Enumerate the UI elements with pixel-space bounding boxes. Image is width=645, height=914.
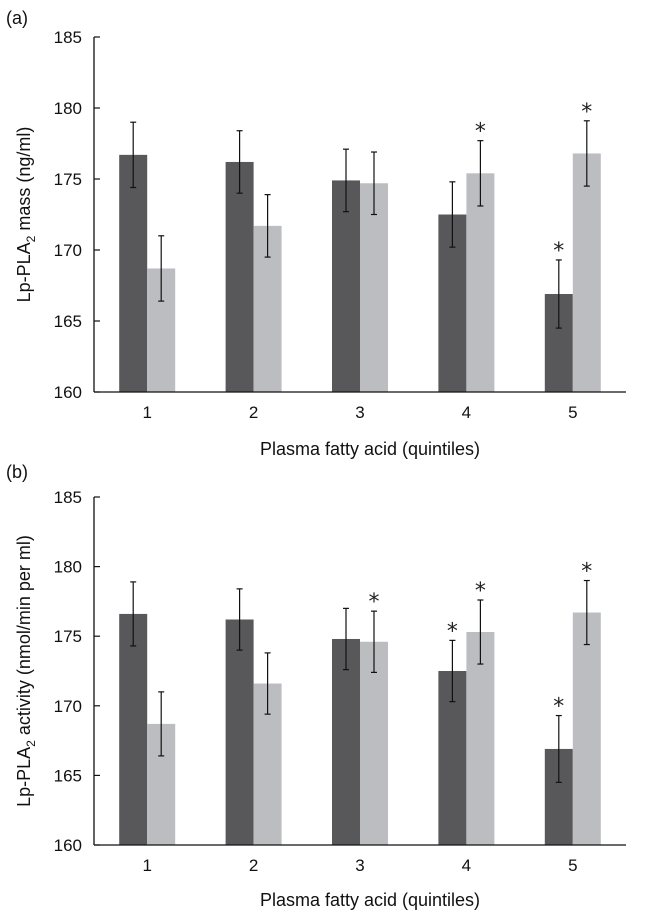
bar-series2-q3 [360, 641, 388, 845]
y-axis-title: Lp-PLA2 activity (nmol/min per ml) [14, 535, 38, 807]
chart-panel-a: (a) 1 2 3 * 4 * * 5 160 165 170 175 180 185 Plasma fatt… [6, 8, 626, 459]
bar-series1-q2 [225, 619, 254, 845]
significance-marker: * [581, 560, 592, 585]
x-tick-label: 1 [142, 403, 151, 422]
bar-series1-q3 [332, 638, 360, 845]
x-axis-title: Plasma fatty acid (quintiles) [260, 439, 480, 459]
x-tick-label: 5 [568, 856, 577, 875]
bar-series2-q4 [466, 173, 495, 392]
bar-series2-q5 [572, 612, 601, 845]
chart-panel-b: (b) 1 2 * 3 * * 4 * * 5 160 165 170 175 180 185 Plasma fa… [6, 462, 626, 910]
y-tick-label: 160 [54, 836, 82, 855]
significance-marker: * [475, 120, 486, 145]
y-tick-label: 175 [54, 170, 82, 189]
bar-series2-q3 [360, 183, 388, 392]
x-tick-label: 4 [462, 856, 471, 875]
bar-series2-q4 [466, 632, 495, 845]
y-tick-label: 170 [54, 697, 82, 716]
x-axis-title: Plasma fatty acid (quintiles) [260, 890, 480, 910]
y-tick-label: 180 [54, 558, 82, 577]
panel-label: (b) [6, 462, 28, 482]
y-tick-label: 180 [54, 99, 82, 118]
significance-marker: * [553, 695, 564, 720]
y-tick-label: 165 [54, 312, 82, 331]
significance-marker: * [553, 239, 564, 264]
bar-series1-q1 [119, 154, 148, 392]
x-tick-label: 5 [568, 403, 577, 422]
panel-label: (a) [6, 8, 28, 28]
x-tick-label: 4 [462, 403, 471, 422]
x-tick-label: 3 [355, 856, 364, 875]
bar-series1-q3 [332, 180, 360, 392]
y-tick-label: 185 [54, 488, 82, 507]
significance-marker: * [475, 579, 486, 604]
x-tick-label: 1 [142, 856, 151, 875]
y-tick-label: 170 [54, 241, 82, 260]
y-tick-label: 175 [54, 627, 82, 646]
significance-marker: * [369, 590, 380, 615]
bar-series1-q2 [225, 161, 254, 392]
x-tick-label: 3 [355, 403, 364, 422]
y-tick-label: 165 [54, 766, 82, 785]
y-tick-label: 160 [54, 383, 82, 402]
significance-marker: * [581, 100, 592, 125]
y-tick-label: 185 [54, 28, 82, 47]
bar-series2-q5 [572, 153, 601, 392]
x-tick-label: 2 [249, 403, 258, 422]
bar-series1-q1 [119, 613, 148, 845]
significance-marker: * [447, 619, 458, 644]
y-axis-title: Lp-PLA2 mass (ng/ml) [14, 127, 38, 303]
x-tick-label: 2 [249, 856, 258, 875]
